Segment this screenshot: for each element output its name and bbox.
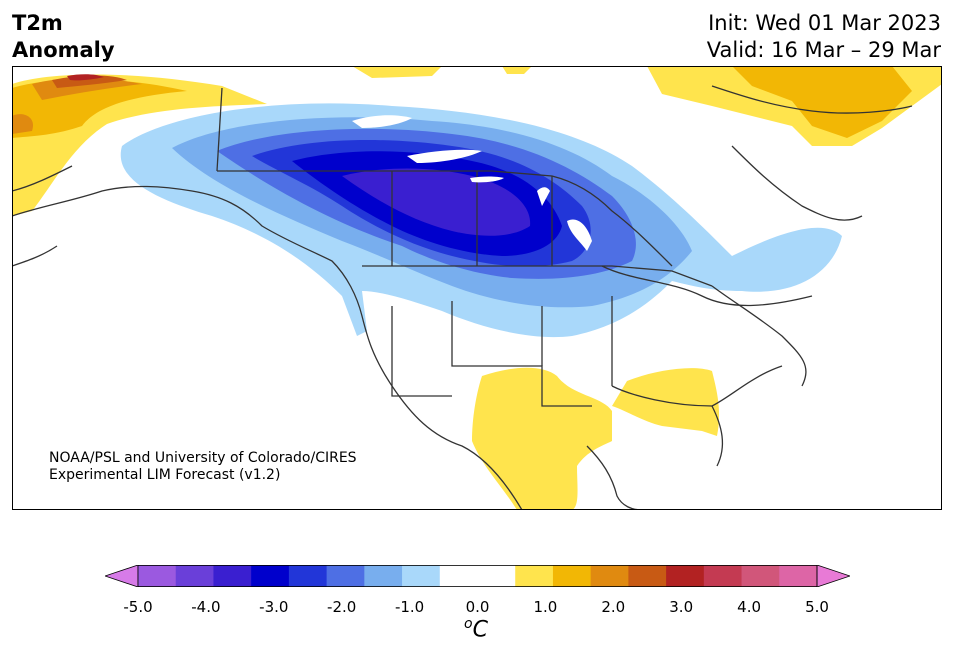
- title-type: Anomaly: [12, 38, 115, 62]
- colorbar-tick-label: -4.0: [191, 598, 221, 616]
- colorbar-segment: [552, 565, 592, 587]
- unit-letter: C: [472, 617, 488, 643]
- colorbar-segment: [439, 565, 478, 587]
- borders: [12, 85, 913, 510]
- colorbar-segment: [364, 565, 403, 587]
- anomaly-map: [12, 66, 942, 510]
- colorbar-segment: [779, 565, 818, 587]
- map-frame: [12, 66, 942, 510]
- colorbar-segment: [402, 565, 441, 587]
- lakes: [352, 115, 592, 251]
- colorbar-segment: [251, 565, 290, 587]
- init-date: Init: Wed 01 Mar 2023: [708, 11, 941, 35]
- greenland-warm-anomaly: [352, 66, 942, 146]
- colorbar-extend-low: [105, 565, 139, 587]
- valid-range: Valid: 16 Mar – 29 Mar: [706, 38, 941, 62]
- unit-superscript: o: [464, 616, 473, 632]
- colorbar-tick-label: -1.0: [394, 598, 425, 616]
- colorbar-frame: [137, 565, 818, 587]
- colorbar-segment: [138, 565, 177, 587]
- colorbar-segment: [175, 565, 214, 587]
- colorbar-segment: [477, 565, 516, 587]
- title-variable: T2m: [12, 11, 63, 35]
- colorbar-tick-label: 4.0: [737, 598, 762, 616]
- colorbar-segment: [666, 565, 705, 587]
- credit-line-1: NOAA/PSL and University of Colorado/CIRE…: [49, 450, 357, 466]
- forecast-dates: Init: Wed 01 Mar 2023 Valid: 16 Mar – 29…: [707, 10, 941, 64]
- colorbar-segment: [288, 565, 328, 587]
- colorbar-tick-label: -3.0: [259, 598, 289, 616]
- colorbar-tick-label: 1.0: [533, 598, 558, 616]
- credit-text: NOAA/PSL and University of Colorado/CIRE…: [49, 450, 357, 484]
- colorbar-segment: [213, 565, 252, 587]
- colorbar-tick-label: 2.0: [601, 598, 626, 616]
- colorbar-segment: [741, 565, 780, 587]
- colorbar-extend-high: [816, 565, 850, 587]
- colorbar-segment: [703, 565, 743, 587]
- alaska-warm-anomaly: [12, 74, 267, 216]
- map-title: T2m Anomaly: [12, 10, 115, 64]
- unit-label: oC: [464, 616, 488, 642]
- colorbar-tick-label: 3.0: [669, 598, 694, 616]
- colorbar-tick-label: 0.0: [465, 598, 490, 616]
- colorbar-segment: [515, 565, 554, 587]
- colorbar-tick-label: -2.0: [327, 598, 357, 616]
- colorbar-segment: [326, 565, 365, 587]
- credit-line-2: Experimental LIM Forecast (v1.2): [49, 467, 281, 483]
- colorbar: [105, 565, 850, 587]
- colorbar-segment: [590, 565, 629, 587]
- colorbar-tick-label: 5.0: [805, 598, 829, 616]
- colorbar-segment: [628, 565, 667, 587]
- colorbar-tick-label: -5.0: [123, 598, 153, 616]
